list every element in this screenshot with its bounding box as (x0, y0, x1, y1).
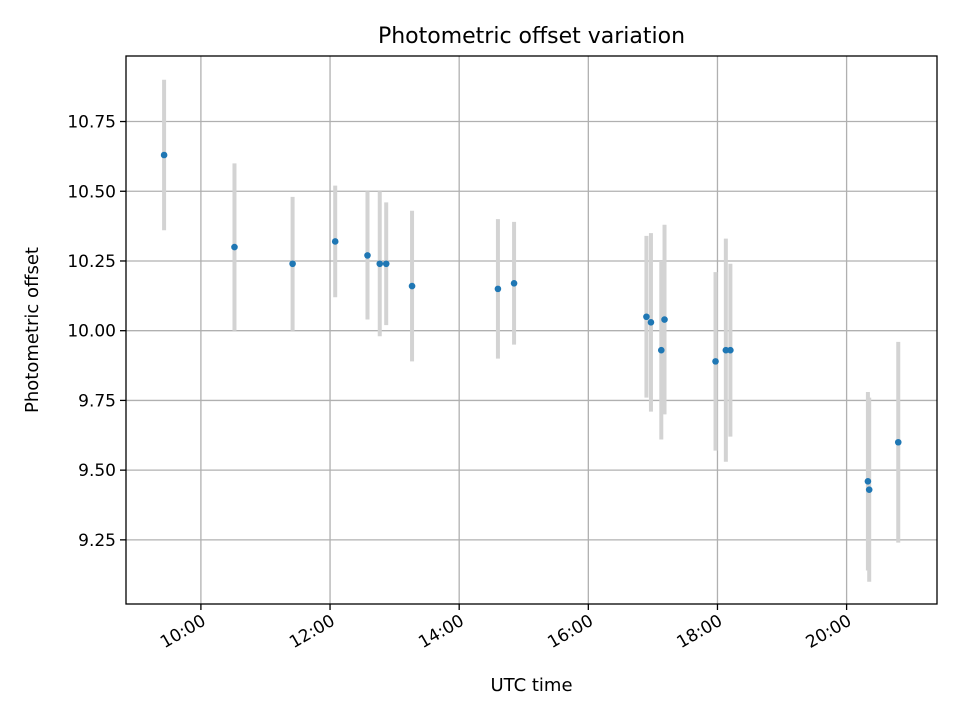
x-tick-label: 10:00 (157, 611, 209, 653)
x-tick-label: 14:00 (415, 611, 467, 653)
x-tick-label: 12:00 (286, 611, 338, 653)
data-point (408, 282, 416, 290)
data-series (160, 79, 902, 582)
data-point (364, 252, 371, 259)
data-point (494, 285, 502, 293)
y-tick-label: 9.75 (78, 391, 116, 411)
data-point (510, 279, 518, 287)
data-point (722, 346, 730, 354)
y-tick-label: 10.25 (67, 252, 116, 272)
data-point (382, 260, 390, 268)
data-point (231, 243, 238, 251)
axis-ticks: 10:00 12:00 14:00 16:00 18:00 20:00 9.25 9.50 9.… (67, 113, 855, 653)
x-tick-label: 20:00 (803, 611, 855, 653)
data-point (376, 260, 384, 268)
y-tick-label: 10.50 (67, 182, 116, 202)
data-point (160, 151, 168, 159)
y-tick-label: 10.75 (67, 113, 116, 133)
data-point (657, 346, 665, 354)
data-point (712, 358, 719, 365)
chart-title: Photometric offset variation (378, 24, 685, 49)
data-point (894, 438, 902, 446)
y-tick-label: 9.50 (78, 461, 116, 481)
y-axis-label: Photometric offset (22, 247, 43, 413)
data-point (727, 346, 734, 354)
data-point (643, 313, 650, 321)
x-tick-label: 16:00 (544, 611, 596, 653)
y-tick-label: 9.25 (78, 531, 116, 551)
data-point (864, 477, 872, 485)
data-point (289, 260, 296, 268)
x-tick-label: 18:00 (674, 611, 726, 653)
data-point (661, 316, 668, 323)
data-point (865, 486, 873, 493)
data-point (331, 238, 339, 245)
x-axis-label: UTC time (490, 675, 572, 696)
y-tick-label: 10.00 (67, 322, 116, 342)
grid-lines (126, 56, 937, 604)
data-point (647, 319, 655, 326)
plot-frame (125, 55, 938, 605)
